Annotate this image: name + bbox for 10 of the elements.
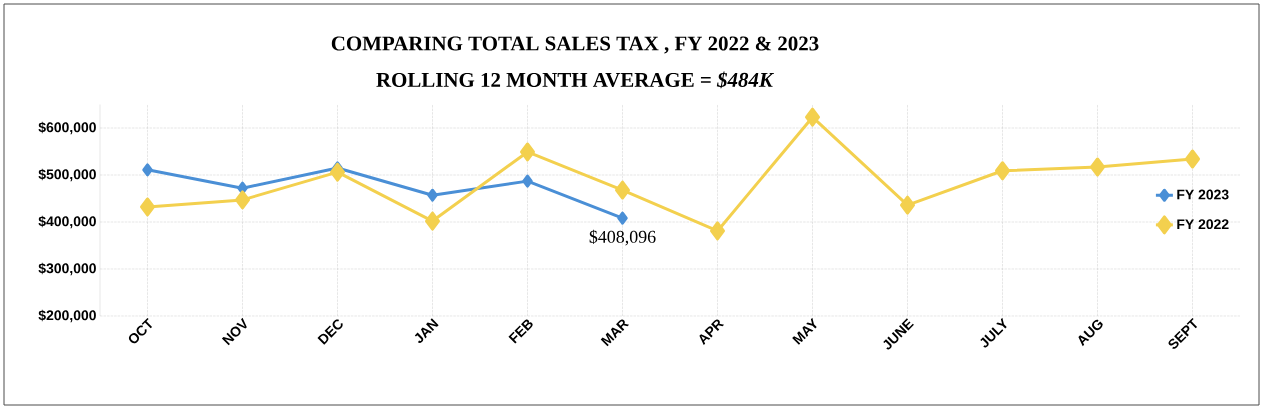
legend-label: FY 2022 (1177, 219, 1229, 230)
annotation: $408,096 (589, 229, 656, 246)
y-tick-label: $600,000 (38, 121, 96, 135)
y-tick-label: $400,000 (38, 215, 96, 229)
chart-subtitle: ROLLING 12 MONTH AVERAGE = $484K (376, 71, 775, 89)
y-tick-label: $200,000 (38, 309, 96, 323)
chart-title: COMPARING TOTAL SALES TAX , FY 2022 & 2023 (331, 36, 819, 54)
y-tick-label: $500,000 (38, 168, 96, 182)
y-tick-label: $300,000 (38, 262, 96, 276)
legend-label: FY 2023 (1177, 189, 1229, 200)
